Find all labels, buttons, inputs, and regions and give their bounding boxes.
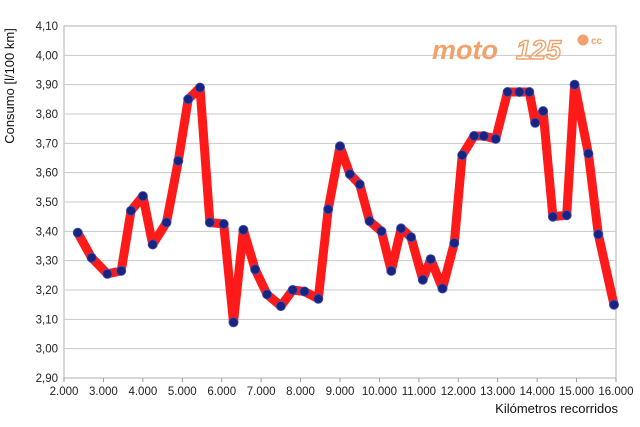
data-point [194,82,205,93]
logo-dot-icon [577,34,589,46]
y-tick-label: 3,50 [36,197,58,209]
y-tick-label: 3,00 [36,344,58,356]
x-tick-label: 3.000 [89,386,118,398]
data-point [396,223,407,234]
y-tick-label: 3,80 [36,109,58,121]
y-tick-label: 3,90 [36,80,58,92]
data-point [530,117,541,128]
data-point [593,229,604,240]
data-point [313,293,324,304]
x-tick-labels: 2.000 3.000 4.000 5.000 6.000 7.000 8.000 9.000… [50,386,634,398]
data-point [524,87,535,98]
x-tick-label: 7.000 [247,386,276,398]
data-point [102,268,113,279]
x-tick-label: 12.000 [441,386,476,398]
x-tick-label: 9.000 [326,386,355,398]
x-tick-label: 6.000 [207,386,236,398]
logo-moto-text: moto [432,35,498,65]
data-point [405,232,416,243]
data-point [425,254,436,265]
data-point [262,289,273,300]
y-tick-label: 3,20 [36,285,58,297]
moto125-logo: moto 125 cc [432,34,603,65]
data-point [116,265,127,276]
x-tick-label: 5.000 [168,386,197,398]
y-tick-label: 3,10 [36,314,58,326]
data-point [287,284,298,295]
data-point [173,155,184,166]
data-point [137,191,148,202]
data-point [334,141,345,152]
y-tick-label: 3,30 [36,256,58,268]
data-point [502,87,513,98]
data-point [238,224,249,235]
data-point [354,179,365,190]
data-point [204,217,215,228]
x-tick-label: 4.000 [128,386,157,398]
data-point [126,205,137,216]
grid-lines [63,54,617,382]
x-tick-label: 2.000 [50,386,79,398]
data-point [72,227,83,238]
logo-cc-text: cc [591,36,603,47]
data-point [457,150,468,161]
x-tick-label: 8.000 [286,386,315,398]
y-axis-label: Consumo [l/100 km] [2,28,17,144]
data-point [478,130,489,141]
y-tick-label: 4,10 [36,21,58,33]
data-point [86,252,97,263]
data-point [161,217,172,228]
data-point [569,79,580,90]
data-point [250,264,261,275]
data-point [386,265,397,276]
y-tick-label: 4,00 [36,50,58,62]
y-tick-label: 2,90 [36,373,58,385]
x-tick-label: 13.000 [480,386,515,398]
data-point [376,226,387,237]
data-point [449,238,460,249]
data-point [538,106,549,117]
data-point [344,169,355,180]
data-point [547,211,558,222]
logo-number-text: 125 [516,35,562,65]
data-point [228,317,239,328]
x-tick-label: 14.000 [520,386,555,398]
x-tick-label: 10.000 [362,386,397,398]
data-point [417,274,428,285]
data-point [469,130,480,141]
data-point [323,204,334,215]
y-tick-label: 3,40 [36,226,58,238]
data-point [561,210,572,221]
data-point [275,301,286,312]
y-tick-label: 3,60 [36,168,58,180]
y-tick-labels: 2,90 3,00 3,10 3,20 3,30 3,40 3,50 3,60 3,70 3,80… [36,21,58,385]
data-point [218,218,229,229]
data-point [364,216,375,227]
y-tick-label: 3,70 [36,138,58,150]
data-point [299,286,310,297]
data-point [514,87,525,98]
x-tick-label: 16.000 [598,386,633,398]
data-point [183,94,194,105]
data-point [147,239,158,250]
x-tick-label: 15.000 [559,386,594,398]
data-point [583,148,594,159]
data-point [437,283,448,294]
x-axis-label: Kilómetros recorridos [495,401,618,416]
data-point [490,133,501,144]
data-point [609,299,620,310]
x-tick-label: 11.000 [402,386,436,398]
marker-layer [72,79,620,328]
